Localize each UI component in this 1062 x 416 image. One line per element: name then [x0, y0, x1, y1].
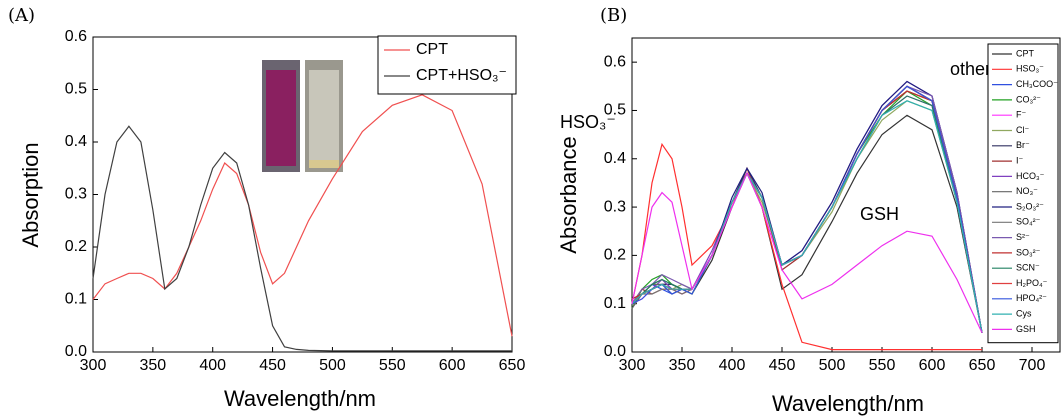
y-tick-label: 0.3	[604, 198, 626, 215]
panel-label: (B)	[600, 5, 627, 26]
series-line	[92, 94, 513, 337]
x-tick-label: 350	[669, 357, 696, 374]
legend-label: CH₃COO⁻	[1016, 79, 1058, 89]
series-line	[631, 100, 983, 333]
legend-label: NO₃⁻	[1016, 186, 1038, 196]
legend-label: SCN⁻	[1016, 263, 1040, 273]
annotation: HSO₃⁻	[560, 112, 616, 132]
y-tick-label: 0.6	[65, 28, 87, 45]
y-axis-title: Absorption	[18, 142, 43, 247]
x-tick-label: 300	[80, 357, 107, 374]
series-line	[631, 95, 983, 333]
x-axis-title: Wavelength/nm	[224, 386, 376, 411]
x-tick-label: 550	[379, 357, 406, 374]
panel-label: (A)	[8, 5, 35, 26]
legend-label: HPO₄²⁻	[1016, 293, 1047, 303]
legend-label: CO₃²⁻	[1016, 94, 1041, 104]
x-tick-label: 400	[719, 357, 746, 374]
legend-label: CPT	[1016, 48, 1035, 58]
cuvette-base	[309, 160, 339, 168]
legend-label: Cys	[1016, 308, 1032, 318]
legend-label: SO₄²⁻	[1016, 217, 1041, 227]
series-line	[631, 95, 983, 333]
x-tick-label: 500	[819, 357, 846, 374]
legend-label: CPT+HSO₃⁻	[416, 67, 507, 84]
legend-label: Cl⁻	[1016, 125, 1029, 135]
series-line	[631, 85, 983, 333]
x-tick-label: 700	[1019, 357, 1046, 374]
y-tick-label: 0.3	[65, 186, 87, 203]
x-tick-label: 600	[919, 357, 946, 374]
y-tick-label: 0.5	[604, 102, 626, 119]
y-tick-label: 0.1	[65, 291, 87, 308]
legend-label: S₂O₃²⁻	[1016, 201, 1044, 211]
series-line	[631, 80, 983, 333]
legend-label: CPT	[416, 41, 448, 58]
series-line	[631, 85, 983, 333]
series-line	[631, 85, 983, 333]
legend-label: I⁻	[1016, 155, 1024, 165]
y-tick-label: 0.0	[604, 343, 626, 360]
series-line	[631, 100, 983, 333]
x-tick-label: 600	[439, 357, 466, 374]
series-line	[631, 85, 983, 333]
y-axis-title: Absorbance	[556, 136, 581, 253]
series-line	[631, 85, 983, 333]
legend-box	[987, 43, 1059, 344]
x-tick-label: 400	[199, 357, 226, 374]
x-tick-label: 500	[319, 357, 346, 374]
series-line	[92, 125, 512, 352]
legend-label: S²⁻	[1016, 232, 1030, 242]
x-tick-label: 550	[869, 357, 896, 374]
x-tick-label: 450	[259, 357, 286, 374]
cuvette-liquid	[309, 70, 339, 166]
series-line	[631, 80, 983, 333]
inset-photo	[262, 60, 343, 172]
x-tick-label: 650	[499, 357, 526, 374]
y-tick-label: 0.1	[604, 295, 626, 312]
x-tick-label: 350	[140, 357, 167, 374]
legend-label: Br⁻	[1016, 140, 1030, 150]
y-tick-label: 0.0	[65, 343, 87, 360]
x-axis-title: Wavelength/nm	[772, 391, 924, 416]
legend-label: H₂PO₄⁻	[1016, 278, 1048, 288]
series-line	[631, 171, 983, 333]
x-tick-label: 450	[769, 357, 796, 374]
legend-box	[377, 35, 517, 95]
y-tick-label: 0.6	[604, 53, 626, 70]
legend-label: HCO₃⁻	[1016, 171, 1045, 181]
y-tick-label: 0.4	[604, 150, 626, 167]
plot-frame	[631, 37, 1061, 353]
y-tick-label: 0.2	[604, 247, 626, 264]
annotation: GSH	[860, 204, 899, 224]
y-tick-label: 0.2	[65, 238, 87, 255]
legend-label: SO₃²⁻	[1016, 247, 1041, 257]
y-tick-label: 0.4	[65, 133, 87, 150]
legend-label: F⁻	[1016, 110, 1026, 120]
cuvette-liquid	[266, 70, 296, 166]
y-tick-label: 0.5	[65, 81, 87, 98]
legend-label: GSH	[1016, 324, 1036, 334]
legend-label: HSO₃⁻	[1016, 64, 1044, 74]
x-tick-label: 300	[619, 357, 646, 374]
series-line	[631, 85, 983, 333]
x-tick-label: 650	[969, 357, 996, 374]
